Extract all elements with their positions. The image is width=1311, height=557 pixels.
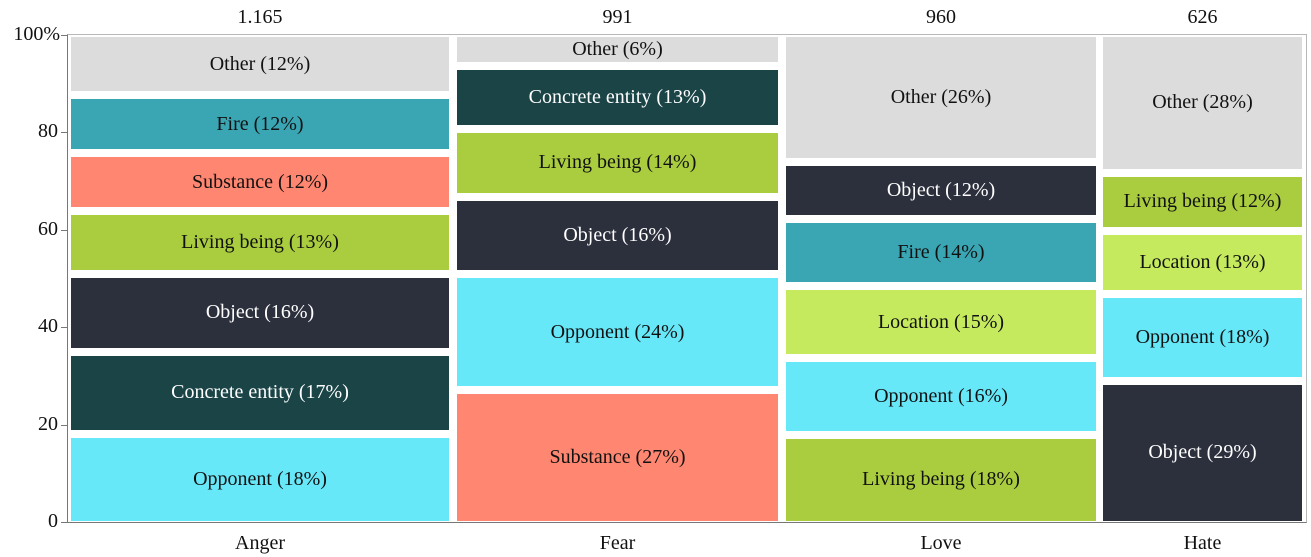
- segment-opponent: Opponent (16%): [786, 362, 1096, 431]
- y-tick-mark: [61, 35, 67, 36]
- segment-fire: Fire (14%): [786, 223, 1096, 283]
- y-tick-mark: [61, 327, 67, 329]
- segment-location: Location (15%): [786, 290, 1096, 355]
- segment-other: Other (28%): [1103, 37, 1302, 169]
- segment-other: Other (12%): [71, 37, 449, 92]
- segment-substance: Substance (12%): [71, 157, 449, 208]
- segment-location: Location (13%): [1103, 234, 1302, 290]
- segment-other: Other (26%): [786, 37, 1096, 158]
- segment-concrete-entity: Concrete entity (13%): [457, 70, 778, 125]
- y-tick-mark: [61, 132, 67, 134]
- segment-substance: Substance (27%): [457, 394, 778, 521]
- column-total: 960: [926, 6, 956, 28]
- segment-living-being: Living being (14%): [457, 132, 778, 193]
- x-category-label: Fear: [599, 532, 636, 554]
- segment-object: Object (29%): [1103, 384, 1302, 521]
- column-total: 991: [602, 6, 633, 28]
- segment-object: Object (12%): [786, 165, 1096, 216]
- segment-opponent: Opponent (18%): [71, 437, 449, 521]
- segment-fire: Fire (12%): [71, 99, 449, 150]
- segment-living-being: Living being (18%): [786, 438, 1096, 521]
- segment-opponent: Opponent (24%): [457, 278, 778, 387]
- plot-area: [67, 34, 1307, 523]
- y-tick-label: 80: [38, 120, 58, 143]
- y-tick-label: 100%: [13, 23, 60, 45]
- segment-opponent: Opponent (18%): [1103, 297, 1302, 377]
- x-category-label: Love: [920, 532, 962, 554]
- y-tick-label: 40: [38, 315, 58, 338]
- x-category-label: Anger: [235, 532, 285, 554]
- segment-living-being: Living being (13%): [71, 215, 449, 271]
- segment-other: Other (6%): [457, 37, 778, 63]
- segment-concrete-entity: Concrete entity (17%): [71, 355, 449, 430]
- y-tick-label: 20: [38, 412, 58, 435]
- y-tick-mark: [61, 522, 67, 523]
- column-total: 1.165: [237, 6, 283, 28]
- column-total: 626: [1187, 6, 1218, 28]
- y-tick-mark: [61, 229, 67, 231]
- segment-living-being: Living being (12%): [1103, 176, 1302, 227]
- x-category-label: Hate: [1183, 532, 1222, 554]
- y-tick-label: 0: [48, 510, 58, 532]
- segment-object: Object (16%): [71, 278, 449, 348]
- y-tick-mark: [61, 424, 67, 426]
- y-tick-label: 60: [38, 217, 58, 240]
- segment-object: Object (16%): [457, 200, 778, 271]
